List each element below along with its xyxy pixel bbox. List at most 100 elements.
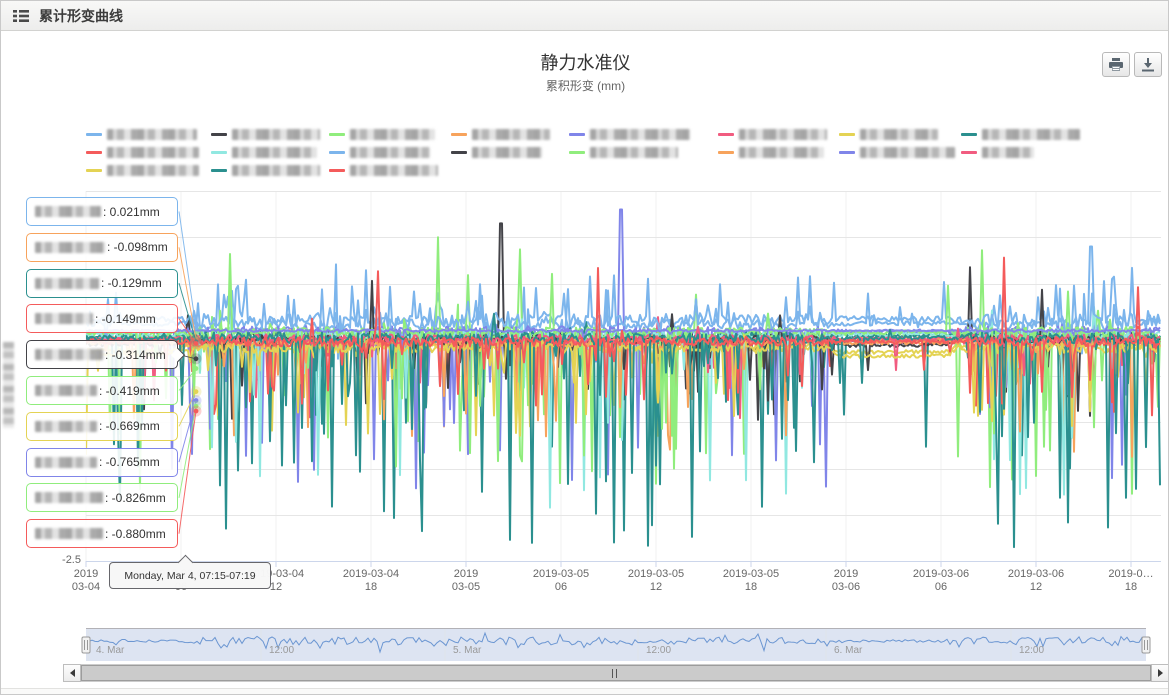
tooltip-value: : -0.098mm	[107, 240, 168, 255]
legend-marker	[569, 150, 585, 154]
tooltip-value: : -0.880mm	[105, 526, 166, 541]
scrollbar-left-button[interactable]	[63, 664, 81, 682]
legend-marker	[718, 132, 734, 136]
legend-label-blurred	[982, 128, 1080, 140]
tooltip-connector	[178, 391, 197, 427]
bottom-panel-edge	[1, 688, 1168, 694]
legend-item-6[interactable]	[718, 127, 827, 141]
tooltip-series-label-blurred	[35, 313, 93, 325]
hover-point	[193, 403, 199, 409]
tooltip-date-text: Monday, Mar 4, 07:15-07:19	[124, 569, 256, 582]
tooltip-value: : -0.129mm	[101, 276, 162, 291]
x-axis-label: 2019-03-06 06	[912, 568, 970, 593]
series-line	[86, 328, 1161, 348]
legend-marker	[329, 150, 345, 154]
tooltip-box-5: : -0.314mm	[26, 340, 186, 370]
chart-container: 静力水准仪 累积形变 (mm)	[1, 32, 1168, 694]
hover-point	[193, 408, 199, 414]
legend-item-12[interactable]	[451, 145, 542, 159]
legend-marker	[839, 132, 855, 136]
arrow-right-icon	[1157, 669, 1167, 677]
tooltip-series-label-blurred	[35, 385, 97, 396]
legend-label-blurred	[107, 146, 199, 158]
legend-item-9[interactable]	[86, 145, 199, 159]
legend-marker	[86, 150, 102, 154]
x-axis-label: 2019-03-05 18	[722, 568, 780, 593]
legend-item-4[interactable]	[451, 127, 550, 141]
legend-marker	[211, 150, 227, 154]
x-axis-label: 2019-03-05 06	[532, 568, 590, 593]
tooltip-series-label-blurred	[35, 277, 99, 289]
tooltip-series-label-blurred	[35, 349, 103, 361]
navigator-series	[85, 631, 1146, 654]
legend-item-5[interactable]	[569, 127, 690, 141]
navigator-axis-label: 12:00	[1019, 645, 1045, 656]
navigator-handle[interactable]	[1141, 636, 1151, 654]
scrollbar-right-button[interactable]	[1151, 664, 1168, 682]
chart-title: 静力水准仪	[540, 53, 631, 73]
tooltip-value: : -0.419mm	[99, 383, 160, 398]
legend-item-10[interactable]	[211, 145, 317, 159]
scrollbar[interactable]	[63, 664, 1168, 682]
chart-subtitle: 累积形变 (mm)	[545, 79, 626, 93]
legend-marker	[961, 132, 977, 136]
tooltip-connector	[178, 400, 197, 463]
legend-item-17[interactable]	[86, 163, 199, 177]
tooltip-value: : -0.314mm	[105, 347, 166, 362]
print-button[interactable]	[1102, 52, 1130, 77]
tooltip-box-3: : -0.129mm	[26, 268, 178, 298]
panel-header: 累计形变曲线	[1, 1, 1168, 31]
navigator-axis-label: 5. Mar	[453, 645, 482, 656]
tooltip-box-6: : -0.419mm	[26, 376, 178, 405]
legend-item-18[interactable]	[211, 163, 320, 177]
hover-point	[193, 341, 199, 346]
tooltip-connector	[178, 282, 197, 342]
tooltip-box-1: : 0.021mm	[26, 197, 178, 226]
list-icon	[13, 9, 29, 23]
legend-item-15[interactable]	[839, 145, 955, 159]
legend-label-blurred	[350, 146, 430, 158]
legend-item-11[interactable]	[329, 145, 430, 159]
tooltip-box-4: : -0.149mm	[26, 304, 178, 334]
plot-area[interactable]	[86, 191, 1161, 561]
series-line	[86, 256, 1161, 405]
legend-marker	[451, 132, 467, 136]
legend-item-2[interactable]	[211, 127, 320, 141]
legend-marker	[86, 168, 102, 172]
legend-marker	[86, 132, 102, 136]
x-axis-label: 2019-03-05 12	[627, 568, 685, 593]
download-button[interactable]	[1134, 52, 1162, 77]
tooltip-value: : -0.826mm	[105, 490, 166, 505]
scrollbar-track[interactable]	[81, 664, 1151, 682]
legend-item-14[interactable]	[718, 145, 824, 159]
x-axis-label: 2019 03-04	[71, 568, 101, 593]
tooltip-connector	[178, 247, 197, 339]
legend-item-13[interactable]	[569, 145, 678, 159]
legend-label-blurred	[739, 128, 827, 140]
tooltip-series-label-blurred	[35, 456, 97, 468]
tooltip-series-label-blurred	[35, 206, 101, 217]
scrollbar-thumb[interactable]	[81, 665, 1151, 681]
x-axis-label: 2019 03-06	[831, 568, 861, 593]
legend-item-7[interactable]	[839, 127, 938, 141]
download-icon	[1142, 57, 1154, 71]
legend-item-1[interactable]	[86, 127, 197, 141]
legend-item-19[interactable]	[329, 163, 438, 177]
navigator-handle[interactable]	[81, 636, 91, 654]
x-axis-label: 2019-03-04 18	[342, 568, 400, 593]
series-line	[86, 245, 1161, 365]
legend-marker	[839, 150, 855, 154]
legend-marker	[211, 132, 227, 136]
legend-item-16[interactable]	[961, 145, 1034, 159]
legend-label-blurred	[232, 164, 320, 176]
navigator-mask	[86, 629, 1146, 661]
legend-marker	[961, 150, 977, 154]
scrollbar-grip-icon	[612, 668, 620, 678]
x-axis-label: 2019-0… 18	[1108, 568, 1154, 593]
hover-point	[193, 356, 199, 362]
legend-marker	[569, 132, 585, 136]
navigator-axis-label: 4. Mar	[96, 645, 125, 656]
legend-label-blurred	[982, 146, 1034, 158]
legend-item-8[interactable]	[961, 127, 1080, 141]
legend-item-3[interactable]	[329, 127, 435, 141]
